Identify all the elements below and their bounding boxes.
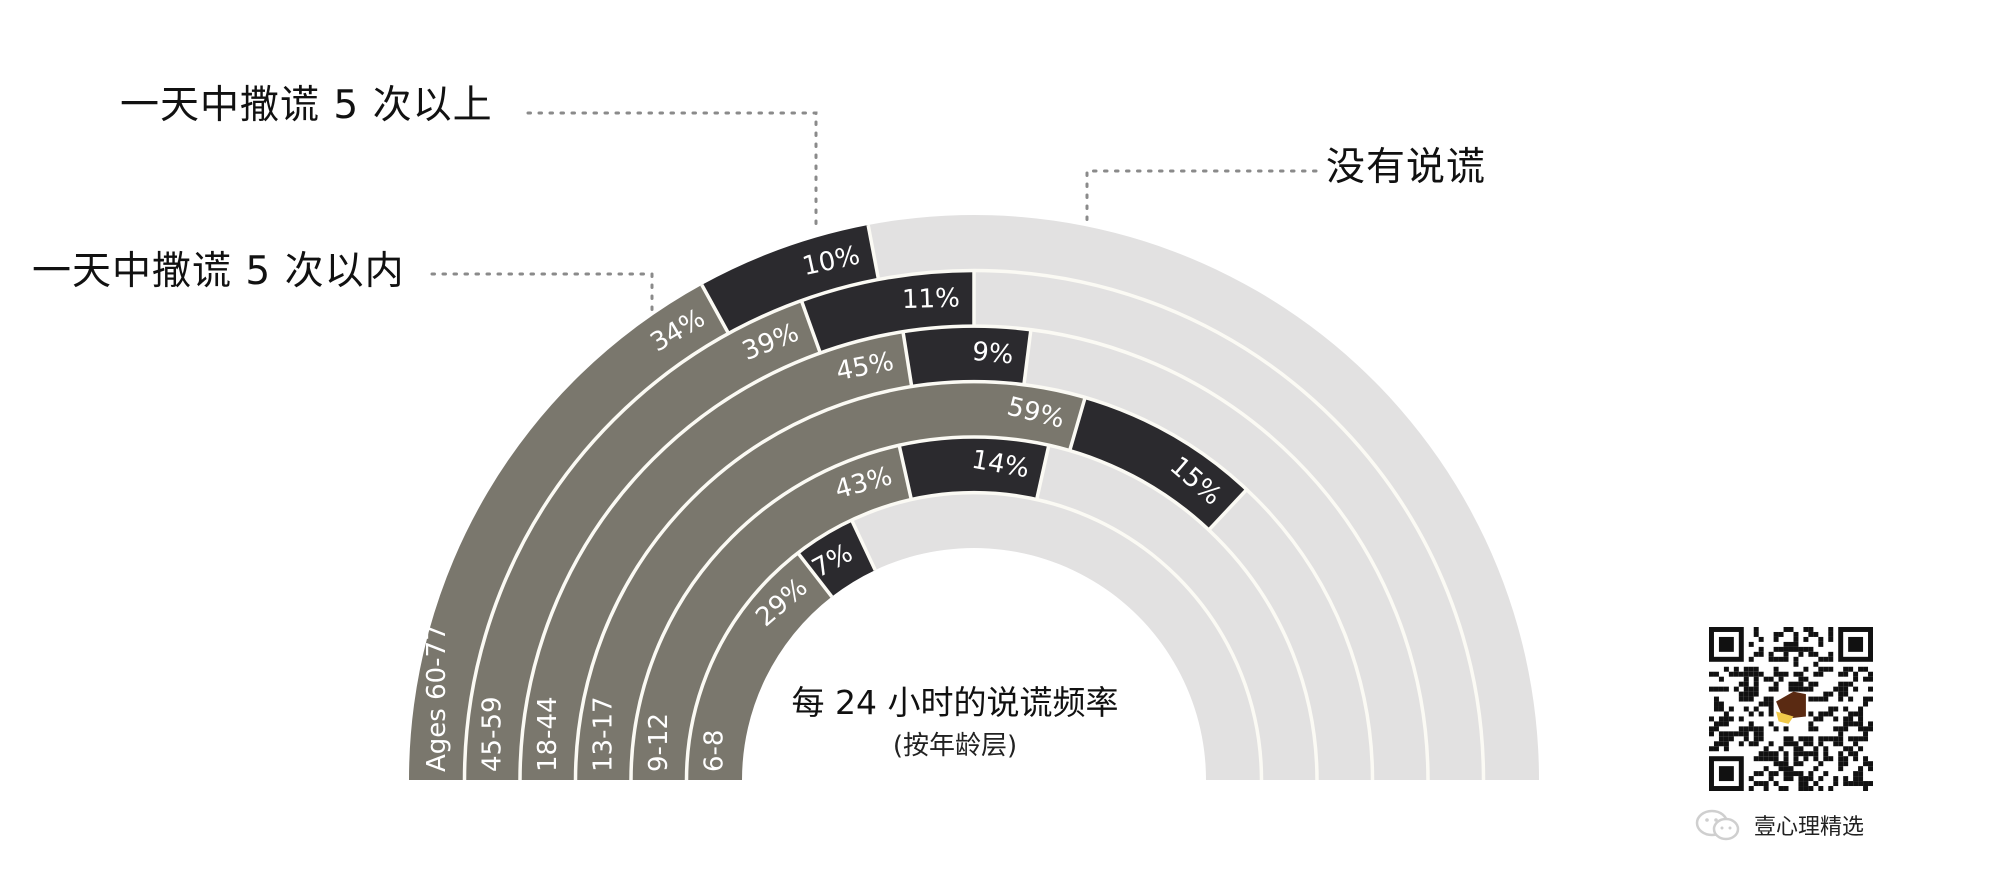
value-label-over5: 11% bbox=[902, 283, 961, 315]
segment-divider bbox=[850, 519, 877, 571]
ring-18-44: 45% 9%18-44 bbox=[520, 326, 1428, 780]
segment-over5 bbox=[902, 326, 1031, 387]
legend-label-under5: 一天中撒谎 5 次以内 bbox=[32, 249, 405, 294]
segment-none bbox=[1208, 489, 1373, 780]
leader-line-under5 bbox=[430, 272, 654, 316]
leader-line-none bbox=[1085, 169, 1318, 224]
category-label: 6-8 bbox=[699, 730, 729, 772]
ring-divider bbox=[629, 435, 1319, 781]
chart-subtitle: (按年龄层) bbox=[892, 731, 1018, 761]
segment-divider bbox=[1207, 488, 1249, 532]
leader-line-over5 bbox=[526, 111, 818, 230]
segment-divider bbox=[1068, 396, 1087, 452]
segment-under5 bbox=[409, 284, 729, 780]
segment-divider bbox=[1022, 329, 1033, 385]
category-label: 45-59 bbox=[477, 696, 507, 772]
ring-13-17: 59%15%13-17 bbox=[575, 381, 1373, 780]
segment-under5 bbox=[520, 331, 912, 780]
wechat-icon bbox=[1695, 809, 1740, 841]
legend-label-over5: 一天中撒谎 5 次以上 bbox=[120, 83, 493, 128]
segment-none bbox=[851, 492, 1262, 780]
segment-over5 bbox=[801, 270, 974, 353]
segment-divider bbox=[866, 224, 881, 280]
qr-code-icon bbox=[1709, 627, 1873, 791]
segment-divider bbox=[901, 331, 914, 387]
legend-label-none: 没有说谎 bbox=[1326, 145, 1487, 190]
category-label: 9-12 bbox=[644, 713, 674, 772]
category-label: Ages 60-77 bbox=[422, 624, 452, 772]
segment-none bbox=[1023, 329, 1428, 780]
ring-divider bbox=[684, 490, 1264, 781]
segment-divider bbox=[796, 551, 834, 598]
account-name: 壹心理精选 bbox=[1754, 815, 1865, 840]
chart-title: 每 24 小时的说谎频率 bbox=[791, 683, 1119, 722]
category-label: 13-17 bbox=[588, 696, 618, 772]
segment-under5 bbox=[464, 300, 821, 780]
segment-over5 bbox=[899, 437, 1049, 500]
segment-none bbox=[974, 270, 1484, 780]
segment-under5 bbox=[575, 381, 1086, 780]
ring-45-59: 39%11%45-59 bbox=[464, 270, 1484, 780]
segment-divider bbox=[799, 300, 822, 354]
segment-none bbox=[1036, 445, 1317, 780]
ring-9-12: 43% 14%9-12 bbox=[631, 437, 1317, 780]
segment-under5 bbox=[631, 445, 912, 780]
ring-divider bbox=[518, 324, 1430, 781]
watermark: 壹心理精选 bbox=[1692, 808, 1864, 842]
ring-divider bbox=[462, 268, 1486, 781]
value-label-over5: 9% bbox=[971, 337, 1015, 371]
category-label: 18-44 bbox=[533, 696, 563, 772]
segment-divider bbox=[897, 444, 913, 500]
segment-under5 bbox=[686, 552, 832, 780]
segment-divider bbox=[700, 284, 731, 335]
segment-over5 bbox=[1069, 397, 1247, 530]
ring-divider bbox=[573, 379, 1375, 781]
segment-divider bbox=[1035, 444, 1051, 500]
segment-over5 bbox=[701, 225, 879, 334]
